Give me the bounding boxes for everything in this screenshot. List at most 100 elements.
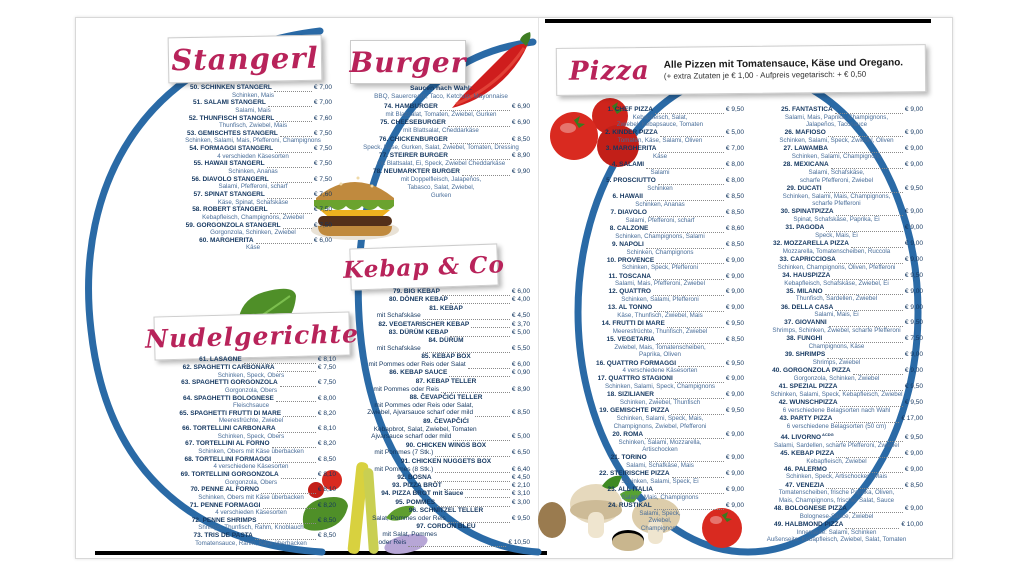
dot-leader <box>834 111 903 114</box>
item-name: 1. CHEF PIZZA <box>607 106 653 113</box>
item-line: 53. GEMISCHTES STANGERL € 7,50 <box>174 130 332 138</box>
item-description: Zwiebel, Kebapsauce, Tomaten <box>616 121 704 129</box>
menu-item: 11. TOSCANA € 9,00 Salami, Mais, Pfefferon… <box>576 273 744 288</box>
item-line: 26. MAFIOSO € 9,00 <box>750 129 923 138</box>
page-fold-divider <box>538 18 539 556</box>
item-name: 27. LAWAMBA <box>783 145 828 153</box>
item-description: scharfe Pfefferoni, Zwiebel <box>799 176 874 184</box>
item-line: 93. PIZZA BROT € 2,10 <box>362 482 530 490</box>
item-price: € 8,50 <box>317 455 336 463</box>
item-name: 84. DÜRÜM <box>428 337 464 345</box>
item-price: € 7,00 <box>725 145 744 153</box>
menu-item: 68. TORTELLINI FORMAGGI € 8,50 4 verschied… <box>166 456 336 471</box>
item-price: € 3,00 <box>511 498 530 506</box>
menu-section-stangerl: 50. SCHINKEN STANGERL € 7,00 Schinken, Mai… <box>174 84 332 252</box>
burger-sauces-note: Saucen nach Wahl: BBQ, Sauercream, Taco,… <box>352 85 530 101</box>
item-price: € 9,00 <box>904 106 923 113</box>
menu-item: 2. KINDER PIZZA € 5,00 Tomaten, Käse, Sala… <box>576 129 744 144</box>
item-price: € 9,00 <box>725 454 744 462</box>
item-price: € 9,50 <box>904 398 923 406</box>
item-price: € 6,90 <box>511 119 530 127</box>
item-description: Jalapeños, Tacosauce <box>805 121 868 129</box>
item-price: € 9,00 <box>904 465 923 473</box>
item-name: 32. MOZZARELLA PIZZA <box>772 240 849 248</box>
item-price: € 7,50 <box>313 175 332 183</box>
item-line: 52. THUNFISCH STANGERL € 7,60 <box>174 115 332 123</box>
item-price: € 9,50 <box>904 319 923 327</box>
dot-leader <box>273 460 316 464</box>
item-price: € 7,00 <box>313 84 332 91</box>
item-text: Salat, Pommes oder Reis <box>372 514 446 522</box>
item-price: € 8,90 <box>511 151 530 159</box>
dot-leader <box>408 544 507 547</box>
item-line: 36. DELLA CASA € 9,00 <box>750 304 923 312</box>
item-name: 69. TORTELLINI GORGONZOLA <box>180 471 279 479</box>
item-name: 85. KEBAP BOX <box>421 353 471 361</box>
item-name: 29. DUCATI <box>786 184 822 192</box>
item-line: 56. DIAVOLO STANGERL € 7,50 <box>174 176 332 184</box>
item-description: Thunfisch, Sardellen, Zwiebel <box>795 295 878 303</box>
dot-leader <box>834 420 900 423</box>
item-name: 67. TORTELLINI AL FORNO <box>185 440 270 448</box>
item-description: scharfe Pfefferoni <box>812 200 861 208</box>
item-description: Käse, Thunfisch, Zwiebel, Mais <box>617 312 703 320</box>
item-description: Salami, Pfefferoni, scharf <box>625 216 695 224</box>
menu-item: 64. SPAGHETTI BOLOGNESE € 8,00 Fleischsauc… <box>166 395 336 410</box>
menu-item: 15. VEGETARIA € 8,50 Zwiebel, Mais, Tomate… <box>576 336 744 359</box>
item-name: 78. NEUMARKTER BURGER <box>372 168 460 176</box>
menu-item: 92. BOSNA € 4,50 <box>362 474 530 482</box>
item-price: € 8,50 <box>725 336 744 344</box>
tomatoes-image <box>550 98 639 167</box>
item-name: 45. KEBAP PIZZA <box>780 449 835 457</box>
item-name: 33. CAPRICCIOSA <box>779 255 836 263</box>
item-description: Schinken, Salami, Speck, Kebapfleisch, Z… <box>770 390 903 398</box>
menu-item: 49. HALBMOND PIZZA € 10,00 Innenseite: Sal… <box>750 521 923 544</box>
menu-item: 67. TORTELLINI AL FORNO € 8,20 Schinken, O… <box>166 440 336 455</box>
item-price: € 9,00 <box>725 501 744 509</box>
item-description: Shrimps, Schinken, Zwiebel, scharfe Pfef… <box>772 327 901 335</box>
dot-leader <box>276 369 316 372</box>
item-name: 64. SPAGHETTI BOLOGNESE <box>183 394 274 402</box>
item-line: 68. TORTELLINI FORMAGGI € 8,50 <box>166 456 336 464</box>
item-name: 34. HAUSPIZZA <box>782 271 831 279</box>
dot-leader <box>845 526 900 529</box>
item-price: € 10,00 <box>901 520 923 528</box>
dot-leader <box>657 182 724 185</box>
item-line: 77. STEIRER BURGER € 8,90 <box>352 152 530 160</box>
menu-section-burger: 74. HAMBURGER € 6,90 mit Blattsalat, Tomat… <box>352 103 530 200</box>
item-name: 87. KEBAP TELLER <box>415 377 477 385</box>
item-description: Schinken, Speck, Pfefferoni <box>622 264 698 272</box>
item-name: 31. PAGODA <box>785 224 825 232</box>
dot-leader <box>271 445 316 448</box>
item-description: Schinken, Salami, Mais, Champignons, <box>782 192 891 200</box>
item-name: 20. ROMA <box>612 430 644 438</box>
item-line: 24. RUSTIKAL € 9,00 <box>576 502 744 510</box>
item-price: € 7,50 <box>313 145 332 153</box>
menu-item: 25. FANTASTICA € 9,00 Salami, Mais, Paprik… <box>750 106 923 129</box>
item-name: 94. PIZZA BROT mit Sauce <box>381 490 464 498</box>
item-description: Schinken, Champignons, Salami <box>615 232 705 240</box>
item-line: 67. TORTELLINI AL FORNO € 8,20 <box>166 440 336 448</box>
item-description: Kebapfleisch, Champignons, Zwiebel <box>202 213 304 221</box>
item-line: 46. PALERMO € 9,00 <box>750 466 923 474</box>
item-price: € 3,10 <box>511 490 530 498</box>
item-subline: mit Schafskäse € 4,50 <box>362 312 530 321</box>
dot-leader <box>450 334 510 337</box>
item-name: 56. DIAVOLO STANGERL <box>191 175 269 183</box>
menu-item: 77. STEIRER BURGER € 8,90 mit Blattsalat, … <box>352 152 530 168</box>
item-price: € 7,60 <box>313 114 332 122</box>
item-line: 62. SPAGHETTI CARBONARA € 7,50 <box>166 364 336 372</box>
item-name: 21. TORINO <box>610 454 647 462</box>
item-name: 24. RUSTIKAL <box>608 501 652 509</box>
item-text: mit Pommes (7 Stk.) <box>374 449 434 457</box>
menu-item: 44. LIVORNO ACDG € 9,50 Salami, Sardellen,… <box>750 431 923 450</box>
section-header-burger: Burger <box>350 40 466 84</box>
dot-leader <box>261 491 316 494</box>
item-price: € 7,50 <box>313 129 332 137</box>
dot-leader <box>433 479 510 482</box>
item-price: € 8,50 <box>725 208 744 216</box>
menu-item: 4. SALAMI € 8,00 Salami <box>576 161 744 176</box>
item-description: Schinken, Speck, Obers <box>217 371 285 379</box>
item-description: Meeresfrüchte, Thunfisch, Zwiebel <box>612 327 708 335</box>
item-name: 26. MAFIOSO <box>784 129 826 137</box>
